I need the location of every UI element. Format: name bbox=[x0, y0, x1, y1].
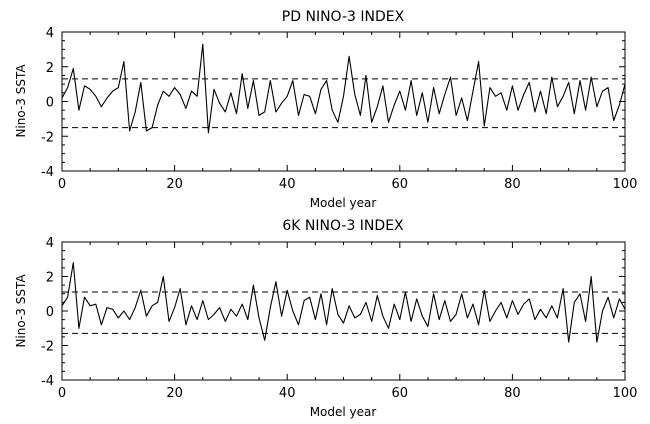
plot-frame bbox=[61, 31, 626, 172]
x-tick-label: 40 bbox=[279, 177, 296, 192]
x-tick-label: 20 bbox=[166, 177, 183, 192]
y-tick-label: -2 bbox=[41, 130, 54, 145]
y-tick-label: 2 bbox=[46, 61, 54, 76]
y-axis-label: Nino-3 SSTA bbox=[14, 274, 28, 348]
y-tick-label: 4 bbox=[46, 236, 54, 251]
y-tick-label: 4 bbox=[46, 26, 54, 41]
x-axis-label: Model year bbox=[310, 405, 377, 419]
chart-title: PD NINO-3 INDEX bbox=[282, 9, 405, 25]
y-tick-label: 0 bbox=[46, 96, 54, 111]
x-tick-label: 60 bbox=[392, 177, 409, 192]
y-tick-label: 2 bbox=[46, 271, 54, 286]
x-tick-label: 80 bbox=[504, 386, 521, 401]
x-tick-label: 80 bbox=[504, 177, 521, 192]
chart-panel-6k: 6K NINO-3 INDEX Nino-3 SSTA Model year 0… bbox=[14, 218, 637, 419]
chart-title: 6K NINO-3 INDEX bbox=[282, 218, 404, 234]
x-tick-label: 0 bbox=[58, 177, 66, 192]
x-tick-label: 20 bbox=[166, 386, 183, 401]
x-tick-label: 100 bbox=[613, 386, 638, 401]
x-tick-label: 40 bbox=[279, 386, 296, 401]
series-line bbox=[61, 43, 626, 134]
x-tick-label: 60 bbox=[392, 386, 409, 401]
series-line bbox=[61, 262, 626, 343]
y-tick-label: -2 bbox=[41, 340, 54, 355]
plot-frame bbox=[61, 241, 626, 381]
y-axis-label: Nino-3 SSTA bbox=[14, 64, 28, 138]
y-tick-label: -4 bbox=[41, 374, 54, 389]
x-axis-label: Model year bbox=[310, 196, 377, 210]
x-tick-label: 100 bbox=[613, 177, 638, 192]
chart-panel-pd: PD NINO-3 INDEX Nino-3 SSTA Model year 0… bbox=[14, 9, 637, 210]
x-tick-label: 0 bbox=[58, 386, 66, 401]
y-tick-label: 0 bbox=[46, 305, 54, 320]
y-tick-label: -4 bbox=[41, 165, 54, 180]
